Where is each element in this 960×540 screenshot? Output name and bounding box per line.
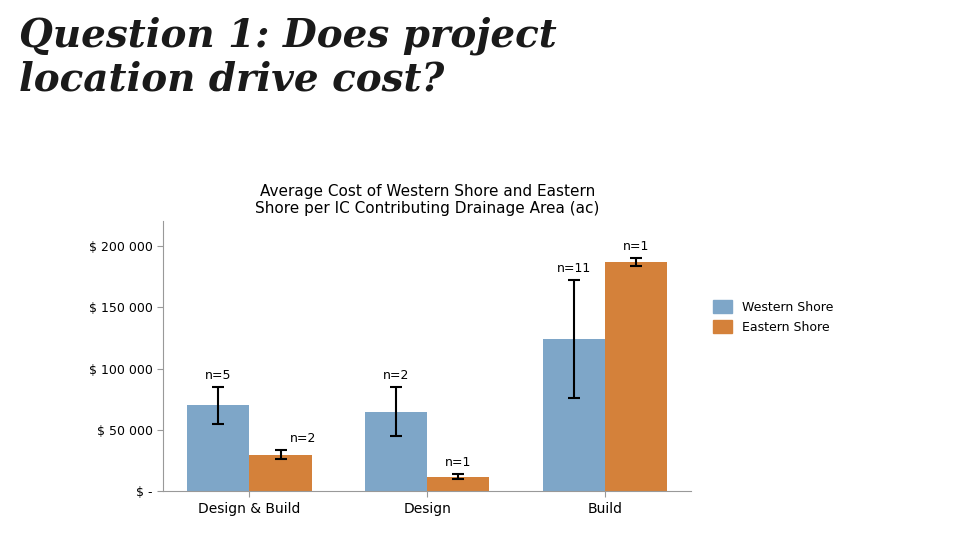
Bar — [605, 262, 667, 491]
Text: n=2: n=2 — [383, 369, 409, 382]
Title: Average Cost of Western Shore and Eastern
Shore per IC Contributing Drainage Are: Average Cost of Western Shore and Easter… — [255, 184, 599, 216]
Bar — [250, 455, 312, 491]
Bar — [427, 477, 490, 491]
Bar — [542, 339, 605, 491]
Text: n=1: n=1 — [623, 240, 649, 253]
Text: Question 1: Does project
location drive cost?: Question 1: Does project location drive … — [19, 16, 557, 99]
Bar — [187, 406, 250, 491]
Bar — [365, 411, 427, 491]
Text: n=11: n=11 — [557, 262, 591, 275]
Text: n=5: n=5 — [205, 369, 231, 382]
Legend: Western Shore, Eastern Shore: Western Shore, Eastern Shore — [708, 295, 838, 339]
Text: n=1: n=1 — [445, 456, 471, 469]
Text: n=2: n=2 — [289, 432, 316, 445]
